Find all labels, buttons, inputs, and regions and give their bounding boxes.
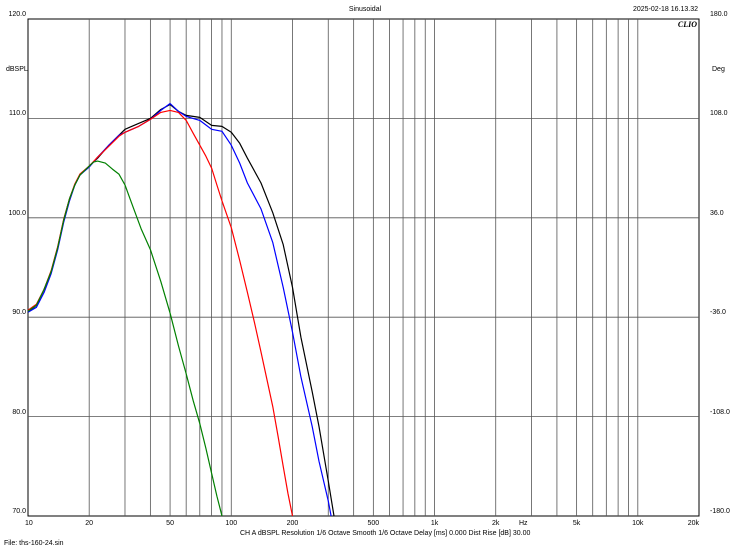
brand-logo: CLIO xyxy=(677,20,697,29)
tick-label: -36.0 xyxy=(710,309,726,317)
tick-label: 20 xyxy=(85,520,94,527)
tick-label: 80.0 xyxy=(12,408,26,416)
tick-label: -108.0 xyxy=(710,408,730,416)
series-layer xyxy=(27,102,335,517)
grid xyxy=(28,19,699,516)
timestamp: 2025-02-18 16.13.32 xyxy=(633,6,698,13)
tick-label: 180.0 xyxy=(710,11,728,18)
chart-title: Sinusoidal xyxy=(348,6,382,13)
tick-label: 36.0 xyxy=(710,209,724,217)
x-axis-label: Hz xyxy=(519,520,528,527)
tick-label: 2k xyxy=(492,520,500,527)
tick-label: 90.0 xyxy=(12,309,26,317)
tick-label: -180.0 xyxy=(710,508,730,515)
plot-area xyxy=(27,18,700,517)
tick-label: 120.0 xyxy=(8,11,26,18)
tick-label: 10 xyxy=(25,520,33,527)
tick-label: 1k xyxy=(430,520,439,527)
tick-label: 70.0 xyxy=(12,508,26,515)
tick-label: 20k xyxy=(687,520,699,527)
tick-label: 110.0 xyxy=(9,110,26,118)
tick-label: 200 xyxy=(286,520,299,527)
tick-label: 5k xyxy=(572,520,581,527)
tick-label: 100 xyxy=(225,520,238,527)
measurement-settings: CH A dBSPL Resolution 1/6 Octave Smooth … xyxy=(240,530,531,537)
file-name: File: ths-160-24.sin xyxy=(4,540,64,547)
tick-label: 100.0 xyxy=(8,209,26,217)
series-line-4 xyxy=(27,160,223,517)
tick-label: 50 xyxy=(166,520,174,527)
tick-label: 10k xyxy=(632,520,644,527)
tick-label: 108.0 xyxy=(710,110,728,118)
y-axis-label: dBSPL xyxy=(6,66,28,73)
y2-axis-label: Deg xyxy=(712,66,725,73)
tick-label: 500 xyxy=(367,520,380,527)
